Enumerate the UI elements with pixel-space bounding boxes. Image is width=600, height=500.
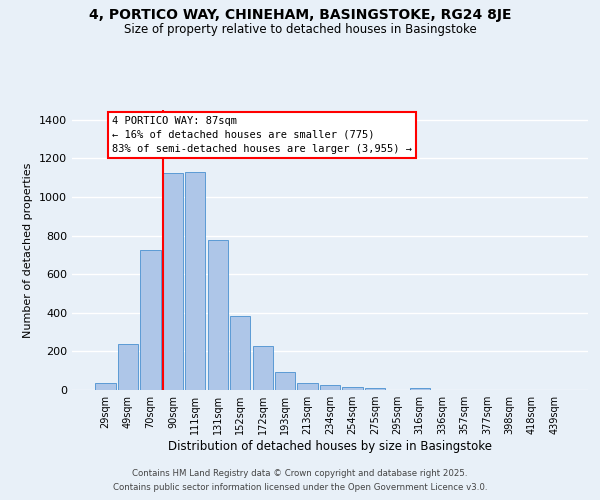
Bar xyxy=(320,385,340,390)
Text: Contains public sector information licensed under the Open Government Licence v3: Contains public sector information licen… xyxy=(113,484,487,492)
Bar xyxy=(208,240,228,390)
Y-axis label: Number of detached properties: Number of detached properties xyxy=(23,162,34,338)
Bar xyxy=(163,173,183,390)
Text: 4 PORTICO WAY: 87sqm
← 16% of detached houses are smaller (775)
83% of semi-deta: 4 PORTICO WAY: 87sqm ← 16% of detached h… xyxy=(112,116,412,154)
Bar xyxy=(95,383,116,390)
Bar xyxy=(185,172,205,390)
Text: Contains HM Land Registry data © Crown copyright and database right 2025.: Contains HM Land Registry data © Crown c… xyxy=(132,468,468,477)
Bar xyxy=(298,383,317,390)
Bar xyxy=(118,344,138,390)
Bar xyxy=(343,386,362,390)
Bar xyxy=(253,346,273,390)
Text: 4, PORTICO WAY, CHINEHAM, BASINGSTOKE, RG24 8JE: 4, PORTICO WAY, CHINEHAM, BASINGSTOKE, R… xyxy=(89,8,511,22)
Bar xyxy=(365,388,385,390)
X-axis label: Distribution of detached houses by size in Basingstoke: Distribution of detached houses by size … xyxy=(168,440,492,453)
Bar xyxy=(140,250,161,390)
Bar xyxy=(275,372,295,390)
Text: Size of property relative to detached houses in Basingstoke: Size of property relative to detached ho… xyxy=(124,22,476,36)
Bar xyxy=(410,388,430,390)
Bar xyxy=(230,316,250,390)
